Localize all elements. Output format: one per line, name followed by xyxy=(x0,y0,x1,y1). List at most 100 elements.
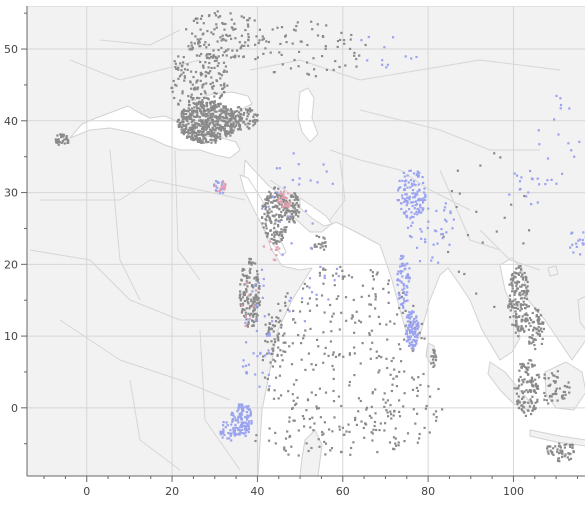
madagascar xyxy=(299,429,323,476)
data-point xyxy=(398,410,401,413)
data-point xyxy=(535,387,539,390)
data-point xyxy=(441,232,444,236)
data-point xyxy=(410,236,413,239)
data-point xyxy=(196,107,199,110)
data-point xyxy=(518,369,521,372)
data-point xyxy=(302,287,305,290)
data-point xyxy=(279,349,282,352)
data-point xyxy=(348,353,351,356)
data-point xyxy=(319,243,323,246)
data-point xyxy=(248,260,251,263)
data-point xyxy=(321,433,324,436)
data-point xyxy=(371,432,374,435)
data-point xyxy=(241,302,245,305)
data-point xyxy=(270,340,273,343)
data-point xyxy=(243,424,246,427)
data-point xyxy=(243,268,246,271)
data-point xyxy=(552,447,555,450)
data-point xyxy=(253,298,256,301)
data-point xyxy=(276,193,279,196)
data-point xyxy=(195,131,198,134)
data-point xyxy=(193,127,197,130)
data-point xyxy=(371,392,374,395)
data-point xyxy=(337,275,340,278)
data-point xyxy=(312,57,315,60)
data-point xyxy=(387,279,390,282)
persian-gulf xyxy=(299,197,333,227)
data-point xyxy=(555,387,558,390)
data-point xyxy=(567,142,570,145)
data-point xyxy=(279,202,283,205)
data-point xyxy=(238,115,241,118)
data-point xyxy=(412,333,415,336)
data-point xyxy=(208,57,211,60)
data-point xyxy=(285,201,288,204)
data-point xyxy=(409,343,412,346)
data-point xyxy=(183,117,186,120)
data-point xyxy=(197,42,200,45)
data-point xyxy=(531,334,534,337)
data-point xyxy=(294,203,297,206)
data-point xyxy=(569,457,573,460)
data-point xyxy=(414,204,417,207)
data-point xyxy=(188,101,191,104)
data-point xyxy=(283,206,287,209)
data-point xyxy=(535,331,538,334)
data-point xyxy=(276,191,279,194)
data-point xyxy=(64,138,67,141)
data-point xyxy=(252,261,255,264)
data-point xyxy=(250,285,254,288)
data-point xyxy=(307,449,310,453)
data-point xyxy=(279,190,282,193)
data-point xyxy=(291,202,295,205)
data-point xyxy=(183,79,186,82)
data-point xyxy=(495,230,498,233)
data-point xyxy=(412,304,415,307)
data-point xyxy=(229,122,233,125)
data-point xyxy=(372,428,375,431)
data-point xyxy=(397,441,400,444)
data-point xyxy=(192,110,195,113)
data-point xyxy=(406,339,409,342)
data-point xyxy=(510,203,513,206)
data-point xyxy=(531,365,534,368)
data-point xyxy=(399,303,403,306)
data-point xyxy=(273,324,277,327)
data-point xyxy=(258,28,261,31)
data-point xyxy=(274,199,277,202)
data-point xyxy=(551,452,554,455)
data-point xyxy=(370,405,373,408)
data-point xyxy=(355,57,358,61)
data-point xyxy=(194,35,197,38)
data-point xyxy=(310,391,313,394)
data-point xyxy=(530,389,533,392)
data-point xyxy=(517,335,520,338)
data-point xyxy=(432,243,435,246)
data-point xyxy=(275,213,278,216)
data-point xyxy=(236,106,239,109)
data-point xyxy=(273,215,276,218)
data-point xyxy=(65,135,68,138)
data-point xyxy=(515,271,518,275)
data-point xyxy=(292,152,295,155)
data-point xyxy=(223,129,226,132)
data-point xyxy=(402,302,405,305)
data-point xyxy=(231,420,234,423)
data-point xyxy=(522,381,525,384)
data-point xyxy=(193,131,196,134)
data-point xyxy=(248,307,251,310)
data-point xyxy=(290,363,294,366)
data-point xyxy=(198,107,201,110)
data-point xyxy=(240,413,244,416)
data-point xyxy=(413,332,416,335)
data-point xyxy=(177,102,180,105)
data-point xyxy=(218,105,221,108)
data-point xyxy=(241,408,245,411)
data-point xyxy=(418,208,421,211)
data-point xyxy=(556,459,560,462)
data-point xyxy=(412,378,415,381)
data-point xyxy=(316,338,319,341)
data-point xyxy=(341,269,344,272)
data-point xyxy=(295,197,298,200)
